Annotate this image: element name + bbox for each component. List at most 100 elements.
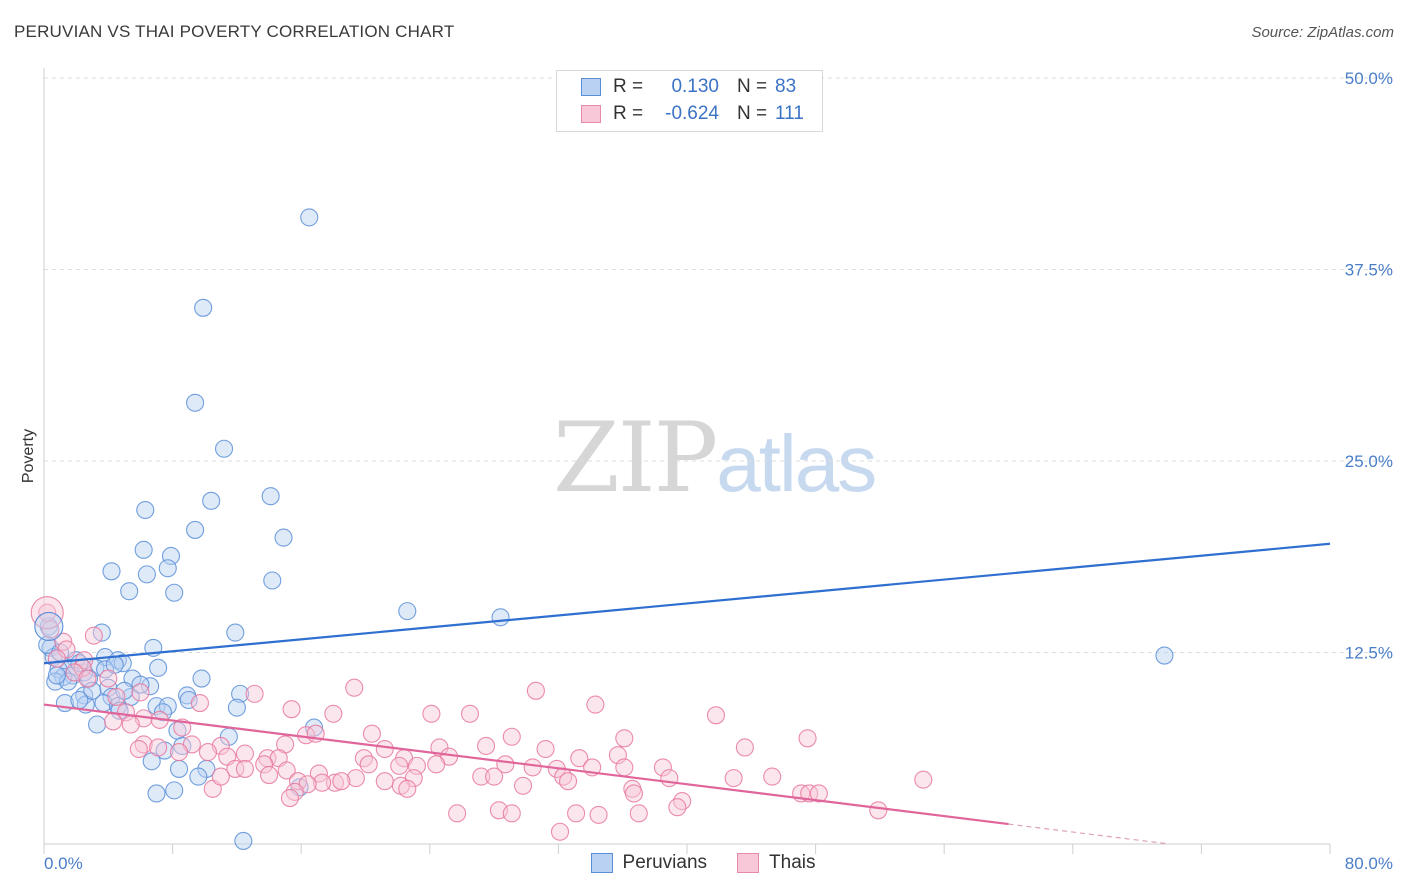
legend-n-value: 111 <box>775 103 804 124</box>
point-thais <box>735 738 754 757</box>
point-thais <box>131 683 150 702</box>
watermark-atlas: atlas <box>716 419 877 508</box>
point-peruvians <box>136 500 155 520</box>
point-thais <box>390 756 409 775</box>
point-thais <box>235 744 254 763</box>
point-peruvians <box>179 690 198 710</box>
point-thais <box>653 758 672 777</box>
watermark-zip: ZIP <box>553 402 718 514</box>
point-thais <box>190 694 209 713</box>
legend: R = 0.130 N = 83 R = -0.624 N = 111 <box>556 70 823 132</box>
point-peruvians <box>300 208 319 227</box>
point-thais <box>523 758 542 777</box>
point-thais <box>485 767 504 786</box>
data-points <box>30 208 1174 850</box>
point-thais <box>285 782 304 801</box>
point-thais <box>724 769 743 788</box>
point-thais <box>359 755 378 774</box>
point-peruvians <box>263 571 282 590</box>
point-peruvians <box>186 393 205 412</box>
point-thais <box>41 620 60 639</box>
point-peruvians <box>1155 646 1174 665</box>
series-swatch-peruvians <box>590 853 613 873</box>
point-peruvians <box>234 831 253 850</box>
point-thais <box>235 759 254 778</box>
y-axis-title: Poverty <box>20 429 37 483</box>
y-tick-label: 37.5% <box>1345 261 1393 280</box>
point-thais <box>668 798 687 817</box>
point-thais <box>472 767 491 786</box>
point-thais <box>78 669 97 688</box>
point-thais <box>496 755 515 774</box>
point-thais <box>629 804 648 823</box>
y-tick-label: 12.5% <box>1345 644 1393 663</box>
point-peruvians <box>194 298 213 317</box>
axes <box>43 68 1331 854</box>
point-thais <box>800 784 819 803</box>
point-thais <box>255 755 274 774</box>
point-peruvians <box>231 684 250 703</box>
point-peruvians <box>59 672 78 691</box>
point-peruvians <box>274 528 293 547</box>
legend-n-label: N = <box>737 103 768 124</box>
point-peruvians <box>214 439 234 458</box>
point-thais <box>798 729 817 748</box>
tick-labels: 12.5% 25.0% 37.5% 50.0% 0.0% 80.0% Poverty <box>20 69 1393 873</box>
legend-swatch-peruvians <box>581 78 601 96</box>
point-thais <box>362 724 381 743</box>
point-thais <box>763 767 782 786</box>
legend-swatch-thais <box>581 105 601 123</box>
point-thais <box>84 626 103 645</box>
series-legend-peruvians[interactable]: Peruvians <box>590 852 708 874</box>
point-peruvians <box>46 672 65 691</box>
point-peruvians <box>192 669 211 688</box>
point-peruvians <box>147 784 166 803</box>
point-thais <box>615 758 634 777</box>
point-peruvians <box>47 666 66 685</box>
point-peruvians <box>158 559 177 578</box>
point-thais <box>477 736 496 756</box>
point-thais <box>448 804 467 823</box>
series-legend-thais[interactable]: Thais <box>737 852 815 874</box>
point-thais <box>502 727 521 746</box>
series-legend: Peruvians Thais <box>0 852 1406 874</box>
point-thais <box>526 681 545 700</box>
x-tick-label: 80.0% <box>1345 854 1393 873</box>
legend-r-value: -0.624 <box>665 103 719 124</box>
legend-n-label: N = <box>737 76 768 97</box>
point-thais <box>245 684 264 703</box>
trend-line-peruvians <box>43 542 1331 665</box>
point-peruvians <box>149 658 168 677</box>
point-thais <box>536 739 555 759</box>
point-thais <box>104 712 123 731</box>
legend-r-label: R = <box>613 76 644 97</box>
point-thais <box>558 772 578 791</box>
point-thais <box>589 805 608 824</box>
point-thais <box>586 695 605 714</box>
point-thais <box>324 704 343 723</box>
legend-r-label: R = <box>613 103 644 124</box>
point-peruvians <box>491 608 510 627</box>
series-label-peruvians: Peruvians <box>622 852 708 873</box>
point-thais <box>99 669 118 688</box>
point-thais <box>673 792 692 811</box>
point-thais <box>914 770 933 789</box>
point-thais <box>502 804 521 823</box>
trend-line-thais <box>43 703 1009 826</box>
point-peruvians <box>102 562 121 581</box>
source-label: Source: ZipAtlas.com <box>1251 24 1394 41</box>
point-thais <box>259 766 279 785</box>
point-peruvians <box>169 759 189 778</box>
point-thais <box>47 649 66 668</box>
point-thais <box>346 769 365 788</box>
point-thais <box>345 678 364 697</box>
point-thais <box>121 715 140 734</box>
point-thais <box>570 749 589 768</box>
point-peruvians <box>70 690 89 710</box>
point-thais <box>422 704 441 723</box>
point-peruvians <box>158 697 177 716</box>
point-thais <box>325 773 345 792</box>
trend-lines <box>43 542 1331 845</box>
point-thais <box>550 822 570 841</box>
